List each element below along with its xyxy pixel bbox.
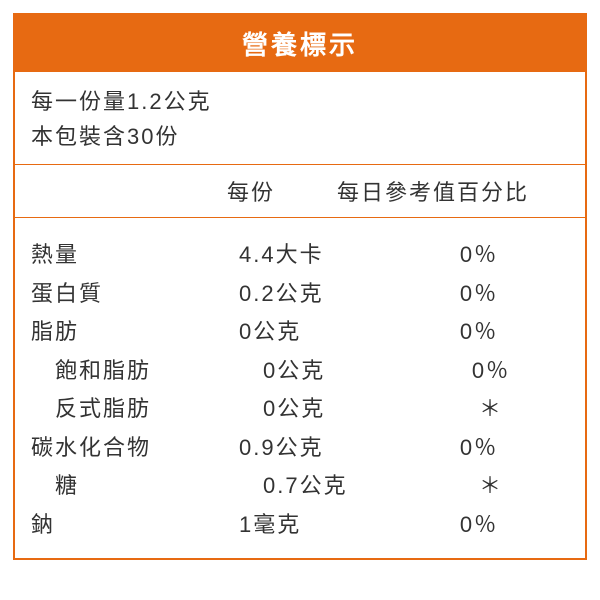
per-serving-value: 0公克 xyxy=(239,313,419,352)
header-daily-value: 每日參考值百分比 xyxy=(337,175,569,207)
nutrient-label: 糖 xyxy=(31,467,263,506)
nutrient-label: 熱量 xyxy=(31,236,239,275)
serving-size: 每一份量1.2公克 xyxy=(31,84,569,119)
nutrient-label: 飽和脂肪 xyxy=(31,352,263,391)
per-serving-value: 0公克 xyxy=(263,390,443,429)
nutrient-label: 碳水化合物 xyxy=(31,429,239,468)
nutrient-label: 鈉 xyxy=(31,506,239,545)
nutrition-rows: 熱量4.4大卡0％蛋白質0.2公克0％脂肪0公克0％飽和脂肪0公克0％反式脂肪0… xyxy=(15,218,585,558)
nutrient-label: 蛋白質 xyxy=(31,275,239,314)
daily-value: 0％ xyxy=(443,352,569,391)
nutrition-row: 糖0.7公克＊ xyxy=(31,467,569,506)
panel-title: 營養標示 xyxy=(15,15,585,72)
nutrition-row: 熱量4.4大卡0％ xyxy=(31,236,569,275)
daily-value: 0％ xyxy=(419,313,569,352)
daily-value: 0％ xyxy=(419,506,569,545)
daily-value: 0％ xyxy=(419,429,569,468)
header-per-serving: 每份 xyxy=(227,175,337,207)
servings-per-container: 本包裝含30份 xyxy=(31,119,569,154)
per-serving-value: 0.9公克 xyxy=(239,429,419,468)
per-serving-value: 0.7公克 xyxy=(263,467,443,506)
per-serving-value: 1毫克 xyxy=(239,506,419,545)
nutrient-label: 脂肪 xyxy=(31,313,239,352)
nutrition-panel: 營養標示 每一份量1.2公克 本包裝含30份 每份 每日參考值百分比 熱量4.4… xyxy=(13,13,587,560)
nutrition-row: 反式脂肪0公克＊ xyxy=(31,390,569,429)
per-serving-value: 0公克 xyxy=(263,352,443,391)
nutrition-row: 脂肪0公克0％ xyxy=(31,313,569,352)
per-serving-value: 4.4大卡 xyxy=(239,236,419,275)
daily-value: ＊ xyxy=(443,467,569,506)
header-spacer xyxy=(31,175,227,207)
nutrition-row: 碳水化合物0.9公克0％ xyxy=(31,429,569,468)
column-headers: 每份 每日參考值百分比 xyxy=(15,165,585,218)
nutrition-row: 飽和脂肪0公克0％ xyxy=(31,352,569,391)
per-serving-value: 0.2公克 xyxy=(239,275,419,314)
nutrient-label: 反式脂肪 xyxy=(31,390,263,429)
daily-value: 0％ xyxy=(419,275,569,314)
serving-info: 每一份量1.2公克 本包裝含30份 xyxy=(15,72,585,165)
nutrition-row: 鈉1毫克0％ xyxy=(31,506,569,545)
daily-value: ＊ xyxy=(443,390,569,429)
nutrition-row: 蛋白質0.2公克0％ xyxy=(31,275,569,314)
daily-value: 0％ xyxy=(419,236,569,275)
